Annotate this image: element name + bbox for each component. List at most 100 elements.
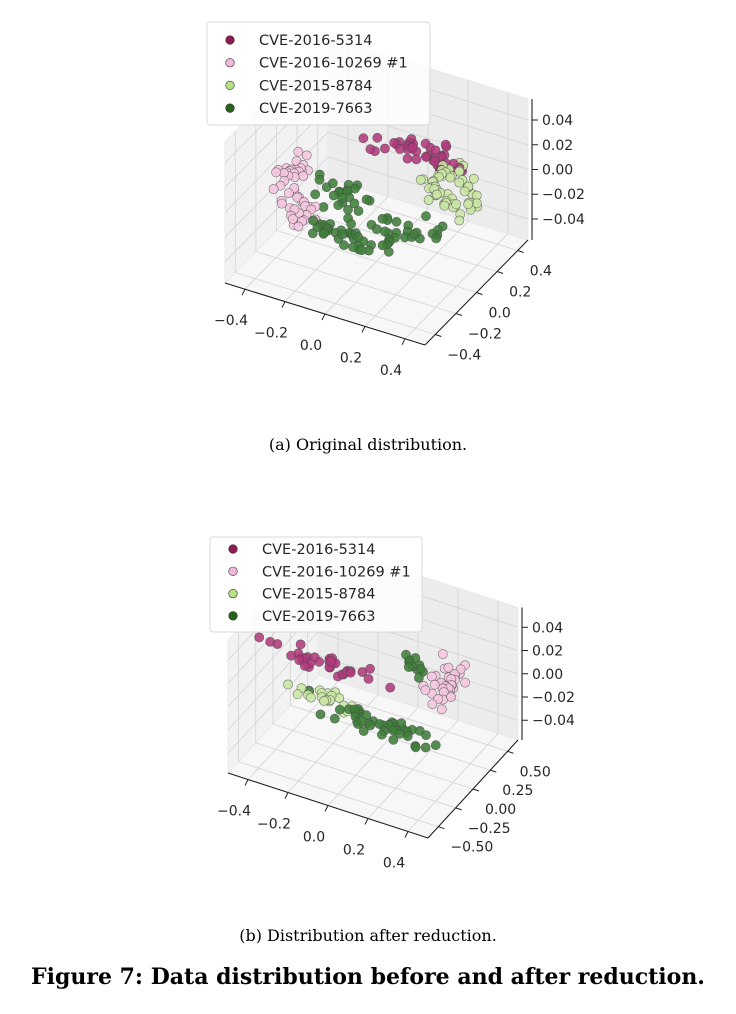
data-point: [356, 245, 367, 256]
data-point: [429, 679, 440, 690]
grid-line: [272, 723, 474, 790]
x-tick-label: 0.4: [383, 856, 405, 872]
scatter-3d-a: −0.4 −0.2 0.0 0.2 0.4 −0.4 −0.2 0.0 0.2 0.4 −0.04 −…: [206, 21, 585, 379]
data-point: [271, 167, 281, 178]
x-tick: [361, 326, 366, 333]
data-point: [327, 178, 338, 189]
y-tick: [517, 250, 524, 253]
legend-label: CVE-2019-7663: [259, 101, 372, 117]
y-tick: [507, 750, 514, 754]
legend-marker-icon: [228, 588, 238, 599]
data-point: [437, 649, 448, 659]
data-point: [379, 226, 390, 237]
data-point: [348, 242, 358, 252]
legend-label: CVE-2015-8784: [262, 587, 375, 603]
data-point: [334, 704, 345, 715]
data-point: [358, 726, 369, 736]
legend: CVE-2016-5314 CVE-2016-10269 #1 CVE-2015-8…: [206, 21, 431, 126]
x-tick-label: 0.0: [300, 338, 322, 354]
data-points: [268, 132, 483, 257]
data-point: [468, 173, 479, 184]
y-tick-label: −0.2: [468, 327, 502, 343]
data-point: [309, 652, 320, 663]
data-point: [427, 699, 438, 709]
data-point: [361, 710, 372, 721]
grid-line: [255, 742, 456, 809]
data-point: [292, 192, 303, 203]
legend-label: CVE-2016-5314: [262, 542, 375, 558]
data-point: [293, 146, 304, 157]
legend-label: CVE-2015-8784: [259, 78, 372, 94]
data-point: [337, 229, 348, 240]
data-point: [454, 215, 465, 226]
data-point: [286, 650, 296, 661]
data-point: [319, 227, 330, 238]
legend-label: CVE-2016-5314: [259, 33, 372, 49]
data-point: [460, 677, 470, 688]
z-tick-label: 0.02: [532, 644, 563, 660]
y-tick: [496, 271, 504, 274]
data-point: [372, 132, 383, 143]
data-point: [343, 204, 353, 215]
y-tick: [490, 769, 497, 773]
data-point: [326, 656, 337, 666]
x-tick: [241, 288, 246, 296]
y-tick-label: −0.4: [447, 348, 481, 364]
x-tick-label: 0.0: [303, 830, 325, 846]
data-point: [299, 661, 310, 671]
x-tick-label: −0.2: [257, 817, 291, 833]
x-tick-label: −0.4: [214, 313, 248, 329]
y-tick: [438, 826, 445, 830]
grid-line: [255, 251, 457, 314]
data-point: [363, 674, 374, 684]
y-tick-label: 0.0: [489, 306, 511, 322]
data-point: [420, 685, 431, 696]
data-point: [403, 662, 414, 672]
caption-b: (b) Distribution after reduction.: [239, 926, 497, 945]
y-tick-label: 0.4: [530, 264, 552, 280]
data-point: [402, 153, 413, 164]
x-tick-label: −0.4: [217, 804, 251, 820]
data-point: [333, 200, 344, 211]
legend-marker-icon: [228, 611, 238, 621]
legend-label: CVE-2016-10269 #1: [262, 564, 411, 580]
data-point: [420, 742, 431, 753]
x-tick-label: −0.2: [254, 326, 288, 342]
data-point: [314, 174, 325, 185]
z-tick-label: 0.00: [542, 162, 573, 178]
data-point: [329, 713, 340, 724]
data-point: [353, 232, 363, 242]
data-point: [361, 194, 372, 205]
y-tick-label: −0.50: [450, 840, 493, 856]
grid-line: [227, 654, 319, 754]
data-point: [410, 742, 421, 753]
data-point: [385, 682, 396, 693]
x-tick-label: 0.2: [343, 843, 365, 859]
data-point: [421, 211, 431, 221]
data-point: [376, 729, 387, 740]
grid-line: [224, 156, 329, 263]
data-point: [268, 184, 279, 194]
data-point: [423, 195, 434, 205]
data-point: [276, 198, 287, 209]
legend-label: CVE-2016-10269 #1: [259, 56, 408, 72]
data-point: [301, 150, 312, 161]
z-tick-label: −0.02: [542, 187, 585, 203]
data-point: [420, 138, 431, 149]
data-point: [272, 639, 283, 649]
data-point: [430, 145, 441, 156]
data-point: [307, 228, 318, 239]
data-point: [283, 188, 294, 198]
legend-marker-icon: [228, 544, 238, 554]
data-point: [295, 639, 306, 650]
data-point: [308, 215, 319, 226]
data-point: [389, 137, 399, 148]
data-point: [365, 663, 375, 674]
legend: CVE-2016-5314 CVE-2016-10269 #1 CVE-2015-8…: [209, 536, 423, 633]
data-point: [440, 139, 451, 150]
data-points: [254, 632, 470, 753]
data-point: [454, 177, 465, 188]
x-tick: [284, 792, 289, 799]
legend-marker-icon: [228, 566, 238, 576]
